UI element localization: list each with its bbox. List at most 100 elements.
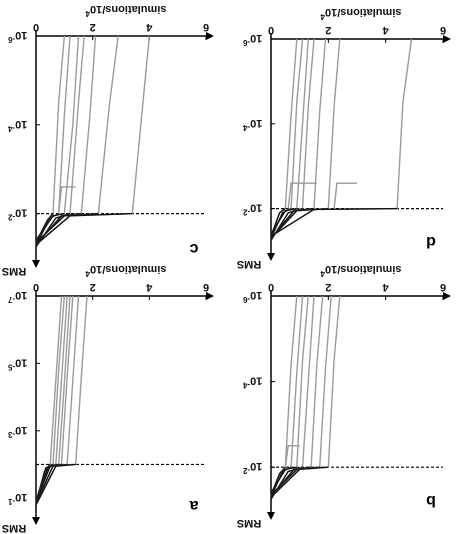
x-axis-arrow xyxy=(206,292,214,300)
y-tick-base: 10 xyxy=(15,491,27,503)
series-line-converged xyxy=(270,207,297,235)
series-line-converged xyxy=(270,207,398,237)
y-tick-exponent: -3 xyxy=(7,430,15,439)
series-line xyxy=(270,38,298,237)
series-line xyxy=(35,295,63,506)
y-tick-base: 10 xyxy=(15,207,27,219)
y-tick-label: 10-4 xyxy=(7,118,27,133)
panel-label: d xyxy=(426,233,436,250)
x-tick-label: 0 xyxy=(33,21,39,33)
y-tick-label: 10-6 xyxy=(242,32,262,47)
y-tick-exponent: -2 xyxy=(7,213,15,222)
y-axis-arrow xyxy=(267,253,275,261)
y-tick-exponent: -6 xyxy=(7,35,15,44)
y-tick-label: 10-2 xyxy=(7,207,27,222)
x-tick-label: 2 xyxy=(90,21,96,33)
y-tick-label: 10-6 xyxy=(7,29,27,44)
y-tick-base: 10 xyxy=(250,375,262,387)
y-tick-label: 10-1 xyxy=(7,491,27,506)
y-tick-label: 10-7 xyxy=(7,289,27,304)
x-axis-label-exponent: 4 xyxy=(320,12,325,21)
y-tick-exponent: -2 xyxy=(242,208,250,217)
y-tick-label: 10-4 xyxy=(242,117,262,132)
y-tick-exponent: -6 xyxy=(242,38,250,47)
y-axis-arrow xyxy=(32,517,40,525)
y-tick-label: 10-6 xyxy=(242,289,262,304)
y-tick-base: 10 xyxy=(15,289,27,301)
x-tick-label: 4 xyxy=(382,281,389,293)
x-tick-label: 0 xyxy=(33,281,39,293)
y-tick-label: 10-5 xyxy=(7,356,27,371)
x-tick-label: 4 xyxy=(382,24,389,36)
panel-label: c xyxy=(189,240,198,257)
y-tick-label: 10-4 xyxy=(242,375,262,390)
x-axis-label-text: simulations/10 xyxy=(90,263,166,275)
y-tick-base: 10 xyxy=(250,289,262,301)
x-axis-arrow xyxy=(206,32,214,40)
x-axis-label: simulations/104 xyxy=(320,263,401,278)
x-axis-label-text: simulations/10 xyxy=(325,6,401,18)
panel-label: b xyxy=(426,492,436,509)
series-line xyxy=(35,35,66,243)
series-line-converged xyxy=(35,212,99,243)
x-tick-label: 6 xyxy=(203,281,209,293)
y-tick-base: 10 xyxy=(250,117,262,129)
y-tick-exponent: -2 xyxy=(242,466,250,475)
series-line-converged xyxy=(35,463,76,506)
x-axis-arrow xyxy=(443,35,451,43)
y-tick-exponent: -4 xyxy=(242,381,250,390)
y-tick-base: 10 xyxy=(250,202,262,214)
x-axis-label-exponent: 4 xyxy=(320,269,325,278)
x-axis-label-exponent: 4 xyxy=(85,9,90,18)
y-tick-exponent: -4 xyxy=(242,123,250,132)
y-tick-label: 10-2 xyxy=(242,202,262,217)
y-tick-exponent: -5 xyxy=(7,362,15,371)
series-line xyxy=(284,445,300,468)
y-tick-base: 10 xyxy=(15,424,27,436)
y-tick-label: 10-3 xyxy=(7,424,27,439)
y-tick-exponent: -4 xyxy=(7,124,15,133)
series-line xyxy=(270,38,413,237)
x-tick-label: 0 xyxy=(268,281,274,293)
series-line-converged xyxy=(270,466,329,498)
x-tick-label: 0 xyxy=(268,24,274,36)
y-tick-base: 10 xyxy=(15,118,27,130)
x-axis-label: simulations/104 xyxy=(85,263,166,278)
y-tick-base: 10 xyxy=(250,32,262,44)
x-axis-label: simulations/104 xyxy=(85,3,166,18)
series-line xyxy=(333,182,357,209)
y-tick-base: 10 xyxy=(250,460,262,472)
x-axis-label-text: simulations/10 xyxy=(325,263,401,275)
x-tick-label: 2 xyxy=(325,281,331,293)
y-axis-arrow xyxy=(267,512,275,520)
y-tick-exponent: -6 xyxy=(242,295,250,304)
y-tick-label: 10-2 xyxy=(242,460,262,475)
y-axis-arrow xyxy=(32,260,40,268)
series-line-converged xyxy=(35,212,65,241)
y-tick-exponent: -7 xyxy=(7,295,15,304)
x-tick-label: 6 xyxy=(440,24,446,36)
y-tick-base: 10 xyxy=(15,29,27,41)
x-axis-label-text: simulations/10 xyxy=(90,3,166,15)
x-axis-label-exponent: 4 xyxy=(85,269,90,278)
x-axis-arrow xyxy=(443,292,451,300)
series-line xyxy=(270,295,298,496)
x-tick-label: 4 xyxy=(145,281,152,293)
x-tick-label: 6 xyxy=(440,281,446,293)
y-tick-exponent: -1 xyxy=(7,497,15,506)
y-axis-label: RMS xyxy=(2,522,26,534)
y-axis-label: RMS xyxy=(237,258,261,270)
series-line xyxy=(57,186,76,214)
x-tick-label: 2 xyxy=(90,281,96,293)
series-line xyxy=(287,182,317,209)
series-line-converged xyxy=(270,466,297,494)
y-axis-label: RMS xyxy=(2,265,26,277)
panel-label: a xyxy=(189,497,198,514)
x-tick-label: 6 xyxy=(203,21,209,33)
